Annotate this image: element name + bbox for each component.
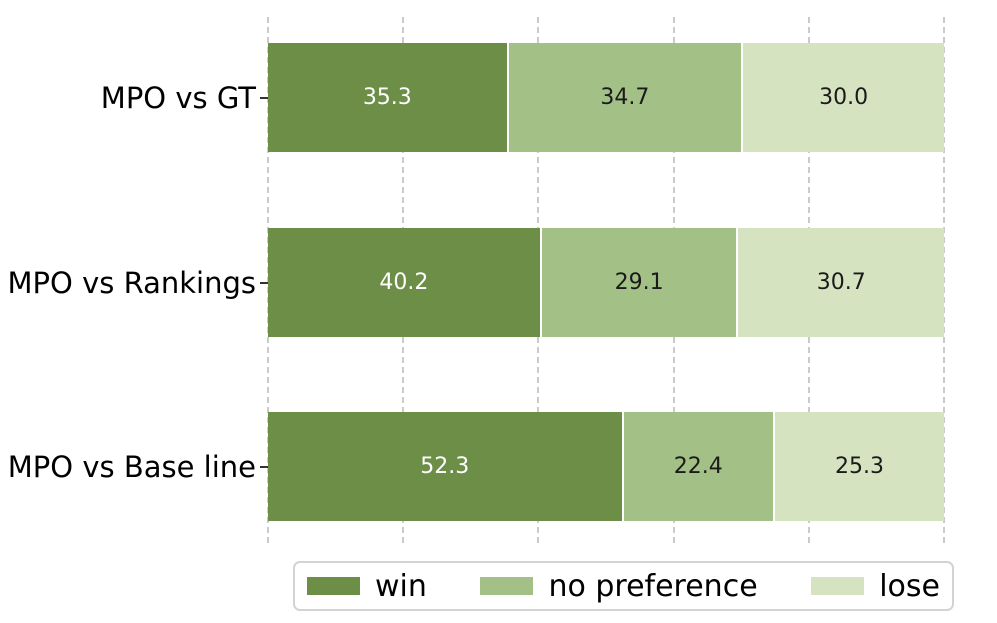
bar-segment-no-preference: 22.4 — [621, 412, 773, 521]
legend-item-no-preference: no preference — [480, 568, 758, 604]
legend-swatch-win — [307, 577, 360, 595]
value-label: 52.3 — [420, 453, 470, 479]
y-tick — [260, 96, 268, 99]
legend-label: win — [375, 568, 427, 604]
bar-row-2: 40.2 29.1 30.7 — [268, 228, 944, 337]
legend-item-lose: lose — [811, 569, 940, 604]
bar-segment-lose: 25.3 — [772, 412, 944, 521]
y-tick — [260, 281, 268, 284]
bar-row-3: 52.3 22.4 25.3 — [268, 412, 944, 521]
gridline-100 — [943, 17, 945, 543]
value-label: 29.1 — [614, 269, 664, 295]
legend-label: no preference — [548, 568, 758, 604]
bar-segment-win: 35.3 — [268, 43, 507, 152]
bar-segment-win: 52.3 — [268, 412, 622, 521]
bar-segment-win: 40.2 — [268, 228, 540, 337]
category-label-3: MPO vs Base line — [7, 449, 256, 484]
bar-segment-lose: 30.7 — [736, 228, 944, 337]
value-label: 40.2 — [379, 269, 429, 295]
value-label: 30.7 — [816, 269, 866, 295]
legend-item-win: win — [307, 569, 427, 604]
y-tick — [260, 465, 268, 468]
bar-segment-lose: 30.0 — [741, 43, 944, 152]
y-axis-labels: MPO vs GT MPO vs Rankings MPO vs Base line — [0, 17, 256, 543]
legend-swatch-lose — [811, 577, 865, 595]
value-label: 30.0 — [819, 84, 869, 110]
legend: win no preference lose — [293, 561, 954, 611]
value-label: 35.3 — [362, 84, 412, 110]
bar-segment-no-preference: 29.1 — [539, 228, 737, 337]
value-label: 25.3 — [834, 453, 884, 479]
value-label: 34.7 — [600, 84, 650, 110]
category-label-2: MPO vs Rankings — [7, 265, 256, 300]
value-label: 22.4 — [673, 453, 723, 479]
bar-segment-no-preference: 34.7 — [506, 43, 742, 152]
bar-row-1: 35.3 34.7 30.0 — [268, 43, 944, 152]
legend-label: lose — [879, 568, 940, 604]
category-label-1: MPO vs GT — [100, 80, 256, 115]
plot-area: 35.3 34.7 30.0 40.2 29.1 30.7 52.3 22.4 25.3 — [267, 17, 945, 543]
legend-swatch-no-preference — [480, 577, 534, 595]
